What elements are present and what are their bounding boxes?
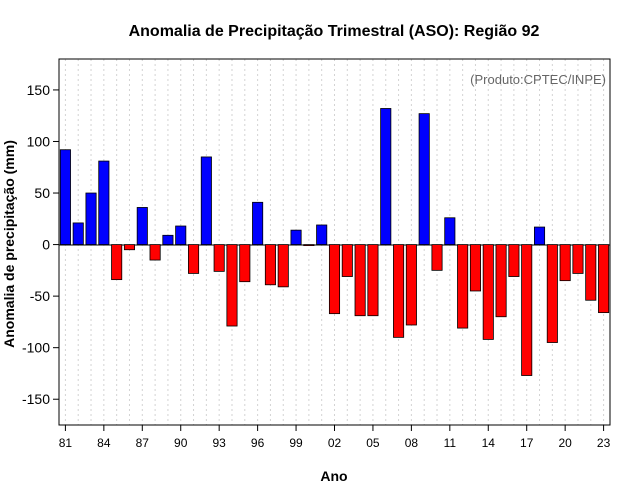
x-tick-label: 11	[444, 436, 457, 450]
bar-1982	[72, 222, 84, 245]
bar-2008	[405, 244, 417, 326]
bar-2010	[431, 244, 443, 271]
bar-2015	[495, 244, 507, 318]
x-axis: 81 84 87 90 93 96 99 02 05 08 11 14 17 20 23	[59, 425, 611, 450]
bar-2022	[585, 244, 597, 301]
bar-1988	[149, 244, 161, 261]
x-tick-label: 87	[136, 436, 150, 450]
bar-2009	[418, 113, 430, 245]
bar-1987	[136, 207, 148, 245]
bar-2013	[469, 244, 481, 292]
chart-title: Anomalia de Precipitação Trimestral (ASO…	[129, 23, 540, 40]
y-tick-label: 100	[27, 133, 51, 149]
bar-2017	[521, 244, 533, 376]
bar-1999	[290, 229, 302, 245]
bar-1985	[111, 244, 123, 281]
x-tick-label: 93	[212, 436, 226, 450]
bar-2014	[482, 244, 494, 340]
bar-1991	[188, 244, 200, 274]
bar-2002	[328, 244, 341, 315]
bar-1984	[98, 160, 110, 245]
bar-1996	[252, 201, 264, 245]
bar-2018	[533, 226, 546, 245]
y-tick-label: 50	[34, 185, 50, 201]
x-tick-label: 14	[482, 436, 496, 450]
bar-2006	[380, 108, 392, 245]
x-tick-label: 23	[597, 436, 611, 450]
bars	[59, 108, 610, 376]
x-tick-label: 05	[366, 436, 380, 450]
x-axis-label: Ano	[320, 468, 347, 484]
bar-1995	[239, 244, 251, 283]
bar-1983	[85, 192, 97, 245]
bar-1997	[264, 244, 276, 286]
bar-2012	[457, 244, 469, 329]
x-tick-label: 20	[558, 436, 572, 450]
bar-2011	[444, 217, 456, 245]
y-tick-label: -100	[22, 340, 50, 356]
bar-2016	[508, 244, 520, 277]
x-tick-label: 99	[289, 436, 303, 450]
y-tick-label: -50	[30, 288, 50, 304]
bar-1986	[123, 244, 136, 251]
bar-2004	[354, 244, 366, 317]
credit-text: (Produto:CPTEC/INPE)	[470, 72, 606, 87]
x-tick-label: 96	[251, 436, 265, 450]
y-axis: -150 -100 -50 0 50 100 150	[22, 82, 59, 407]
x-tick-label: 81	[59, 436, 73, 450]
bar-1989	[162, 234, 174, 245]
y-tick-label: 0	[42, 237, 50, 253]
x-tick-label: 90	[174, 436, 188, 450]
bar-2003	[341, 244, 353, 277]
bar-2023	[598, 244, 610, 314]
bar-1990	[175, 225, 187, 245]
bar-1981	[59, 149, 71, 245]
bar-1992	[200, 156, 212, 245]
x-tick-label: 08	[405, 436, 419, 450]
y-tick-label: 150	[27, 82, 51, 98]
bar-1993	[213, 244, 225, 272]
bar-2000	[303, 244, 315, 247]
bar-2021	[572, 244, 584, 274]
bar-1994	[226, 244, 238, 327]
bar-2019	[546, 244, 558, 343]
bar-2007	[393, 244, 405, 338]
x-tick-label: 17	[520, 436, 534, 450]
bar-2020	[559, 244, 571, 282]
x-tick-label: 84	[97, 436, 111, 450]
bar-2001	[316, 224, 328, 245]
bar-1998	[277, 244, 289, 288]
y-tick-label: -150	[22, 391, 50, 407]
bar-2005	[367, 244, 379, 317]
y-axis-label: Anomalia de precipitação (mm)	[1, 140, 17, 348]
x-tick-label: 02	[328, 436, 342, 450]
